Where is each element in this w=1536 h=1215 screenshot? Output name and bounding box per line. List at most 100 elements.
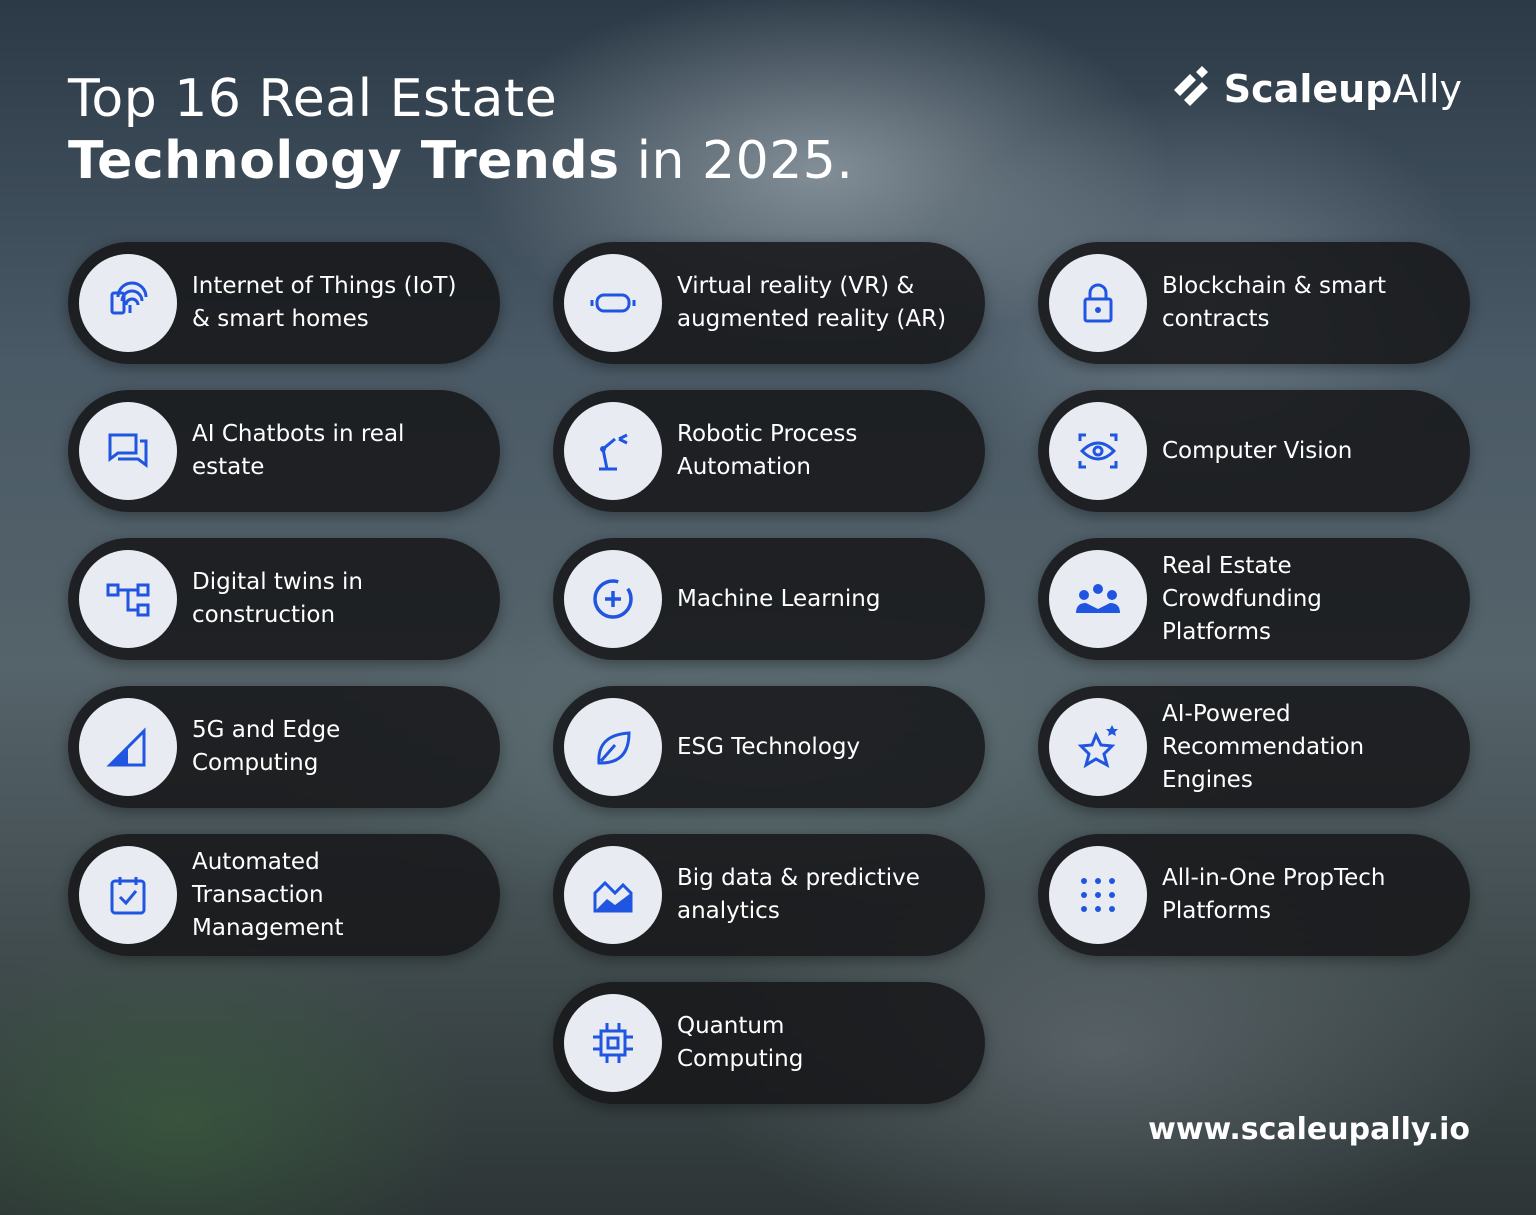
trend-label: Big data & predictive analytics [677, 834, 965, 956]
trend-label: All-in-One PropTech Platforms [1162, 834, 1450, 956]
trend-icon [1083, 283, 1113, 323]
trend-icon [110, 877, 146, 915]
trend-label: Computer Vision [1162, 390, 1450, 512]
trend-card: Robotic Process Automation [553, 390, 985, 512]
trend-icon [106, 583, 150, 617]
trend-label: Machine Learning [677, 538, 965, 660]
label-line: ESG Technology [677, 733, 861, 760]
trend-icon [108, 433, 148, 468]
title-line: Top 16 Real Estate [68, 69, 558, 129]
label-line: Computing [677, 1046, 804, 1072]
label-line: AI Chatbots in real [192, 421, 405, 447]
icon-circle [564, 846, 662, 944]
trend-card: Virtual reality (VR) & augmented reality … [553, 242, 985, 364]
title-rest: in 2025. [619, 131, 854, 191]
icon-circle [79, 550, 177, 648]
icon-circle [564, 698, 662, 796]
label-line: Transaction [192, 881, 324, 908]
trend-icon [110, 281, 148, 315]
trend-icon [1077, 725, 1118, 769]
trend-icon [590, 293, 636, 313]
label-line: Digital twins in [192, 569, 363, 595]
label-line: All-in-One PropTech [1162, 865, 1386, 891]
trend-card: 5G and Edge Computing [68, 686, 500, 808]
trend-card: ESG Technology [553, 686, 985, 808]
label-line: Real Estate [1162, 552, 1292, 579]
logo-mark [1173, 66, 1208, 106]
trend-label: Digital twins in construction [192, 538, 480, 660]
trend-label: AI Chatbots in real estate [192, 390, 480, 512]
label-line: Engines [1162, 766, 1253, 793]
label-line: augmented reality (AR) [677, 306, 947, 332]
trend-card: Quantum Computing [553, 982, 985, 1104]
label-line: construction [192, 602, 336, 628]
label-line: Platforms [1162, 898, 1271, 924]
label-line: estate [192, 454, 265, 480]
trend-card: Machine Learning [553, 538, 985, 660]
trend-label: Blockchain & smart contracts [1162, 242, 1450, 364]
trend-card: AI-Powered Recommendation Engines [1038, 686, 1470, 808]
label-line: Platforms [1162, 618, 1271, 645]
icon-circle [79, 846, 177, 944]
icon-circle [564, 402, 662, 500]
trend-label: 5G and Edge Computing [192, 686, 480, 808]
icon-circle [1049, 254, 1147, 352]
label-line: 5G and Edge [192, 717, 341, 743]
trend-icon [593, 1023, 633, 1063]
label-line: Recommendation [1162, 733, 1365, 760]
trend-icon [106, 727, 146, 767]
trend-label: Internet of Things (IoT) & smart homes [192, 242, 480, 364]
label-line: Blockchain & smart [1162, 273, 1387, 299]
title: Top 16 Real Estate Technology Trends in … [68, 68, 853, 192]
icon-circle [1049, 698, 1147, 796]
trend-icon [1078, 433, 1118, 469]
trend-label: Virtual reality (VR) & augmented reality … [677, 242, 965, 364]
icon-circle [79, 254, 177, 352]
trend-label: ESG Technology [677, 686, 965, 808]
label-line: Automated [192, 848, 320, 875]
trend-card: Blockchain & smart contracts [1038, 242, 1470, 364]
label-line: AI-Powered [1162, 700, 1291, 727]
trend-label: AI-Powered Recommendation Engines [1162, 686, 1450, 808]
icon-circle [79, 698, 177, 796]
label-line: Robotic Process [677, 421, 858, 447]
label-line: contracts [1162, 306, 1270, 332]
label-line: Crowdfunding [1162, 585, 1322, 612]
icon-circle [1049, 846, 1147, 944]
trend-icon [1076, 584, 1120, 613]
trend-card: Internet of Things (IoT) & smart homes [68, 242, 500, 364]
trend-label: Robotic Process Automation [677, 390, 965, 512]
trend-icon [1081, 878, 1115, 912]
trend-icon [597, 731, 631, 765]
label-line: Management [192, 914, 344, 941]
icon-circle [79, 402, 177, 500]
trend-card: Digital twins in construction [68, 538, 500, 660]
trend-card: Automated Transaction Management [68, 834, 500, 956]
icon-circle [1049, 550, 1147, 648]
label-line: Virtual reality (VR) & [677, 273, 915, 299]
trend-icon [593, 880, 633, 913]
label-line: Automation [677, 454, 811, 480]
logo: ScaleupAlly [1170, 66, 1462, 112]
logo-light: Ally [1392, 67, 1462, 111]
logo-bold: Scaleup [1223, 67, 1393, 111]
trend-card: Real Estate Crowdfunding Platforms [1038, 538, 1470, 660]
trend-label: Real Estate Crowdfunding Platforms [1162, 538, 1450, 660]
title-bold: Technology Trends [68, 131, 620, 191]
label-line: & smart homes [192, 306, 369, 332]
label-line: Internet of Things (IoT) [192, 273, 457, 299]
label-line: Big data & predictive [677, 865, 920, 891]
website-url: www.scaleupally.io [1148, 1112, 1470, 1147]
trend-label: Automated Transaction Management [192, 834, 480, 956]
label-line: Computer Vision [1162, 437, 1353, 464]
trend-icon [599, 433, 628, 471]
trend-label: Quantum Computing [677, 982, 965, 1104]
label-line: Computing [192, 750, 319, 776]
trend-card: Big data & predictive analytics [553, 834, 985, 956]
trend-card: Computer Vision [1038, 390, 1470, 512]
trend-icon [593, 579, 633, 619]
trend-card: AI Chatbots in real estate [68, 390, 500, 512]
label-line: Machine Learning [677, 585, 881, 612]
icon-circle [564, 254, 662, 352]
